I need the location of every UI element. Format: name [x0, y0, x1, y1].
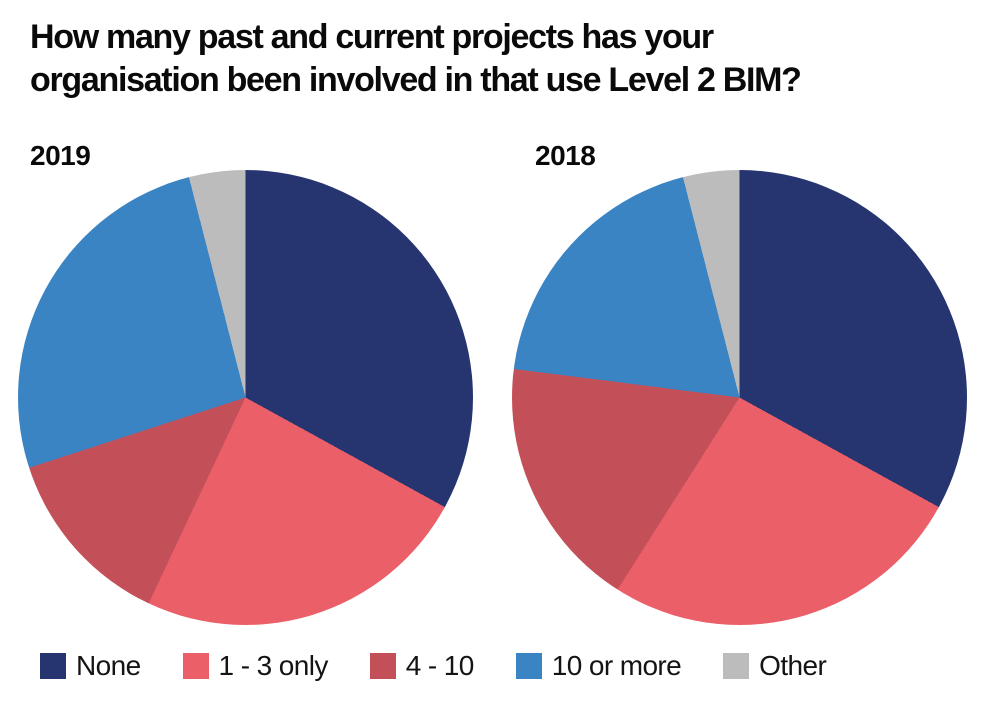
chart-title-line-2: organisation been involved in that use L… — [30, 61, 802, 99]
legend-label-none: None — [76, 650, 141, 681]
legend-item-none: None — [40, 650, 141, 682]
chart-title: How many past and current projects has y… — [30, 16, 802, 102]
legend-item-4-10: 4 - 10 — [369, 650, 475, 682]
chart-title-line-1: How many past and current projects has y… — [30, 18, 714, 56]
year-label-2018: 2018 — [535, 140, 596, 171]
legend-item-1-3-only: 1 - 3 only — [182, 650, 329, 682]
legend-label-10-or-more: 10 or more — [551, 650, 682, 681]
year-label-2019: 2019 — [30, 140, 91, 171]
legend-item-other: Other — [723, 650, 827, 682]
legend-label-1-3-only: 1 - 3 only — [218, 650, 329, 681]
pie-chart-2018 — [512, 170, 967, 625]
legend-swatch-none — [40, 653, 66, 679]
legend-label-4-10: 4 - 10 — [405, 650, 475, 681]
legend-swatch-other — [723, 653, 750, 679]
legend-item-10-or-more: 10 or more — [515, 650, 682, 682]
pie-chart-2019 — [18, 170, 473, 625]
legend-label-other: Other — [759, 650, 827, 681]
legend-swatch-10-or-more — [515, 653, 542, 679]
legend-swatch-4-10 — [369, 653, 396, 679]
legend-swatch-1-3-only — [182, 653, 209, 679]
legend: None 1 - 3 only 4 - 10 10 or more Other — [40, 650, 827, 682]
